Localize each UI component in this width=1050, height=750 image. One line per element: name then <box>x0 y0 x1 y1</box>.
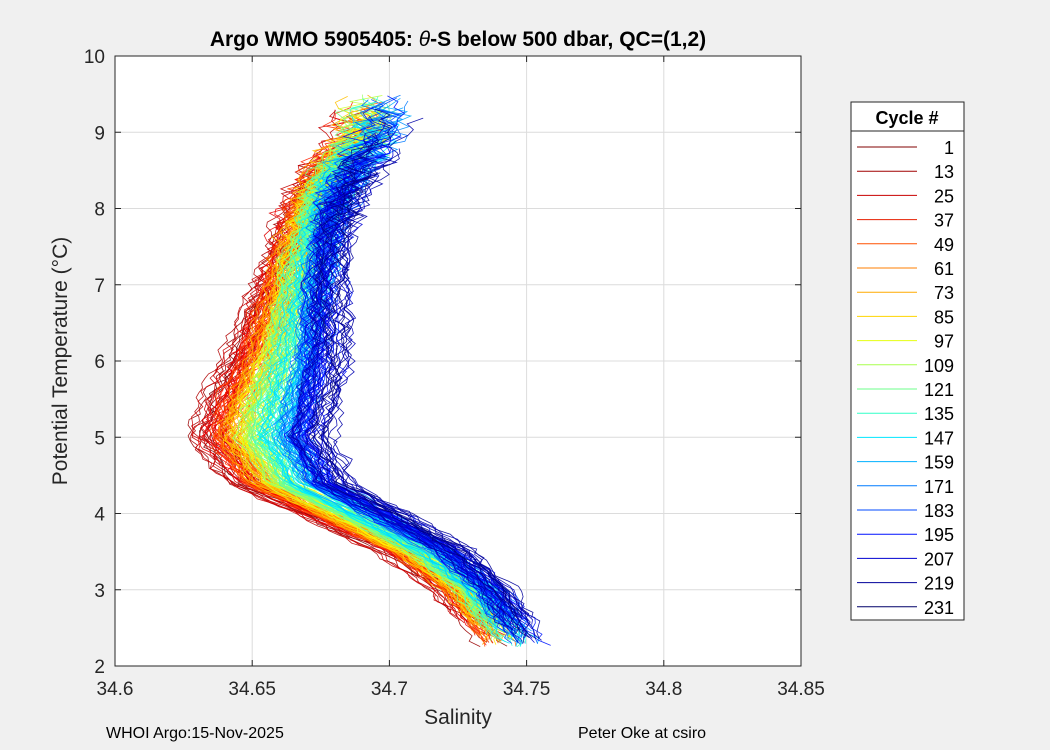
legend: Cycle # 1 13 25 37 49 61 73 85 97 109 121 135 147 159… <box>850 101 965 621</box>
legend-entries: 1 13 25 37 49 61 73 85 97 109 121 135 147 159 171 183 19… <box>857 138 954 618</box>
y-axis-label: Potential Temperature (°C) <box>49 237 72 485</box>
legend-label: 49 <box>934 235 954 255</box>
profile-line <box>261 119 498 635</box>
profile-line <box>209 145 477 632</box>
legend-label: 231 <box>924 598 954 618</box>
legend-label: 147 <box>924 428 954 448</box>
profile-line <box>291 132 515 631</box>
footer-source: WHOI Argo:15-Nov-2025 <box>106 725 284 742</box>
legend-label: 37 <box>934 211 954 231</box>
profile-line <box>312 108 530 639</box>
legend-label: 61 <box>934 259 954 279</box>
profile-line <box>197 155 476 636</box>
x-axis-label: Salinity <box>424 706 492 729</box>
legend-label: 171 <box>924 477 954 497</box>
x-tick-label: 34.85 <box>777 679 825 700</box>
y-tick-label: 8 <box>94 200 105 221</box>
legend-label: 97 <box>934 332 954 352</box>
legend-box <box>850 101 965 621</box>
legend-label: 121 <box>924 380 954 400</box>
profile-line <box>261 126 491 616</box>
series-layer <box>187 94 551 648</box>
y-tick-label: 4 <box>94 505 105 526</box>
legend-label: 135 <box>924 404 954 424</box>
profile-line <box>322 148 534 618</box>
legend-label: 219 <box>924 574 954 594</box>
legend-label: 207 <box>924 549 954 569</box>
legend-label: 73 <box>934 283 954 303</box>
profile-line <box>280 161 497 624</box>
y-tick-label: 6 <box>94 352 105 373</box>
legend-label: 1 <box>944 138 954 158</box>
y-tick-label: 5 <box>94 428 105 449</box>
legend-label: 25 <box>934 186 954 206</box>
profile-line <box>315 171 520 615</box>
profile-line <box>256 173 510 644</box>
profile-line <box>320 169 523 617</box>
legend-label: 195 <box>924 525 954 545</box>
x-tick-label: 34.65 <box>228 679 276 700</box>
profile-line <box>317 185 528 621</box>
y-tick-label: 9 <box>94 123 105 144</box>
x-tick-label: 34.75 <box>503 679 551 700</box>
profile-line <box>304 156 526 632</box>
y-tick-label: 3 <box>94 581 105 602</box>
legend-label: 159 <box>924 453 954 473</box>
profile-line <box>222 146 482 637</box>
legend-label: 183 <box>924 501 954 521</box>
x-tick-label: 34.7 <box>371 679 408 700</box>
profile-line <box>310 135 520 635</box>
legend-label: 109 <box>924 356 954 376</box>
legend-label: 85 <box>934 307 954 327</box>
profile-line <box>306 143 527 644</box>
profile-line <box>304 171 537 640</box>
legend-title: Cycle # <box>875 108 938 128</box>
x-tick-label: 34.8 <box>645 679 682 700</box>
y-tick-label: 2 <box>94 657 105 678</box>
y-tick-label: 7 <box>94 276 105 297</box>
chart-title: Argo WMO 5905405: θ-S below 500 dbar, QC… <box>210 28 706 51</box>
profile-line <box>286 185 509 628</box>
tick-layer: 34.6 34.65 34.7 34.75 34.8 34.85 2 3 4 5 6 7 8 9 10 <box>84 47 825 700</box>
y-tick-label: 10 <box>84 47 105 68</box>
footer-author: Peter Oke at csiro <box>578 725 707 742</box>
legend-label: 13 <box>934 162 954 182</box>
x-tick-label: 34.6 <box>97 679 134 700</box>
